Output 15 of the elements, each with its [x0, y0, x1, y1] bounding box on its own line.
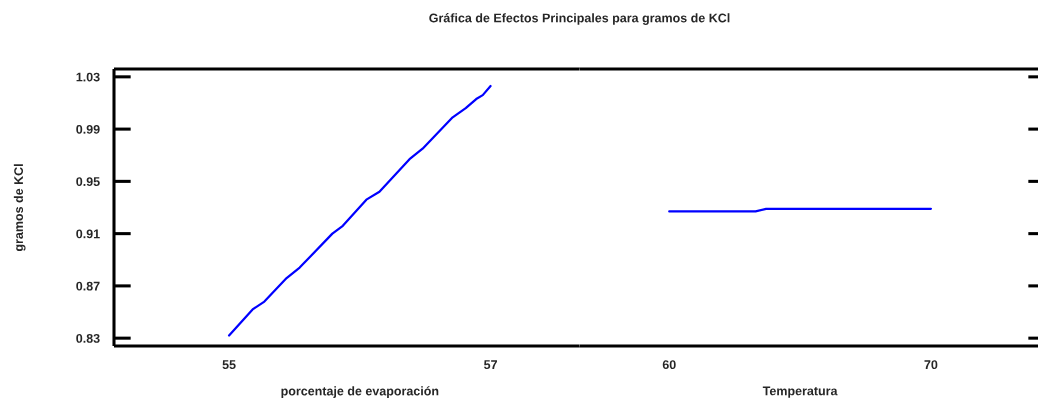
- y-axis-title: gramos de KCl: [13, 164, 26, 252]
- chart-title: Gráfica de Efectos Principales para gramos de KCl: [429, 13, 730, 25]
- y-tick-label: 0.87: [76, 281, 100, 291]
- line-series: [227, 84, 492, 337]
- x-tick-label: 70: [924, 360, 938, 370]
- x-tick-label: 60: [662, 360, 676, 370]
- x-tick-label: 57: [484, 360, 497, 370]
- y-tick-label: 0.99: [76, 124, 100, 134]
- y-tick-label: 0.83: [76, 333, 100, 343]
- x-axis-title: porcentaje de evaporación: [281, 386, 439, 398]
- x-tick-label: 55: [222, 360, 236, 370]
- y-tick-label: 1.03: [76, 72, 100, 82]
- y-tick-label: 0.95: [76, 177, 100, 187]
- x-axis-title: Temperatura: [762, 386, 838, 398]
- y-tick-label: 0.91: [76, 229, 100, 239]
